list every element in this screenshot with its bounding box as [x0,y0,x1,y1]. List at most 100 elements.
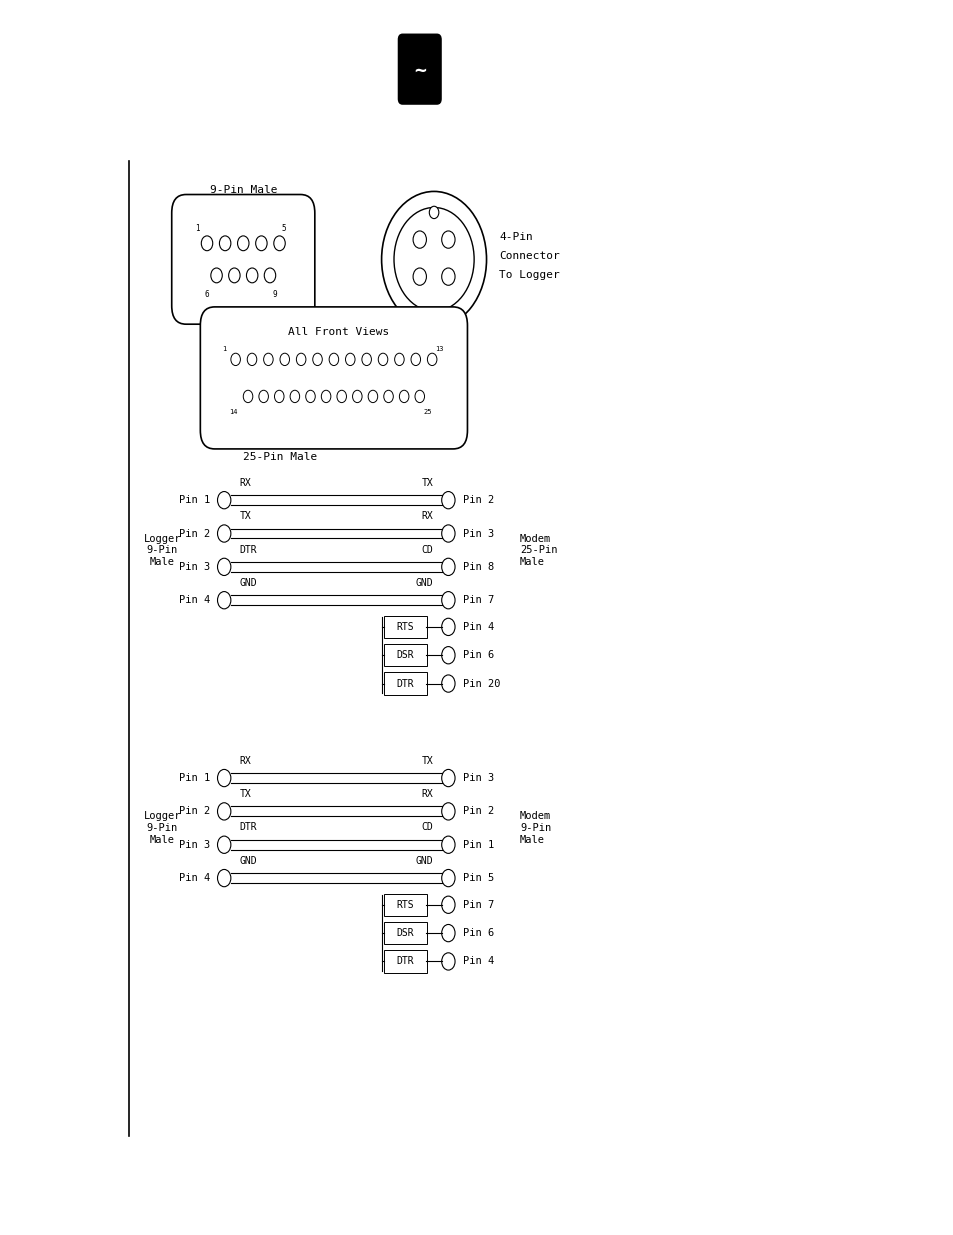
Circle shape [353,390,362,403]
Text: 1: 1 [195,225,199,233]
Text: Pin 3: Pin 3 [462,773,494,783]
Circle shape [263,353,273,366]
FancyBboxPatch shape [383,894,427,916]
Circle shape [441,769,455,787]
Text: RX: RX [239,756,251,766]
FancyBboxPatch shape [200,308,467,450]
Text: CD: CD [421,545,433,555]
Circle shape [399,390,409,403]
Text: Pin 5: Pin 5 [462,873,494,883]
Text: Pin 2: Pin 2 [178,529,210,538]
Text: Pin 7: Pin 7 [462,900,494,910]
Text: 1: 1 [222,346,226,352]
Text: DTR: DTR [396,956,414,967]
Text: TX: TX [421,756,433,766]
Text: Pin 7: Pin 7 [462,595,494,605]
Circle shape [280,353,289,366]
Text: 25: 25 [423,409,431,415]
FancyBboxPatch shape [172,195,314,325]
Circle shape [296,353,306,366]
Text: To Logger: To Logger [498,270,559,280]
Circle shape [258,390,268,403]
Text: DSR: DSR [396,929,414,939]
Text: Modem
25-Pin
Male: Modem 25-Pin Male [519,534,557,567]
Circle shape [383,390,393,403]
Circle shape [411,353,420,366]
Text: Pin 1: Pin 1 [178,495,210,505]
FancyBboxPatch shape [383,645,427,667]
Circle shape [394,207,474,311]
Circle shape [415,390,424,403]
Text: Pin 8: Pin 8 [462,562,494,572]
Circle shape [381,191,486,327]
Text: Pin 3: Pin 3 [178,840,210,850]
Circle shape [305,390,314,403]
Circle shape [217,803,231,820]
Text: CD: CD [421,823,433,832]
Text: RTS: RTS [396,900,414,910]
Text: 6: 6 [205,290,209,299]
Text: 9-Pin Male: 9-Pin Male [210,185,276,195]
Circle shape [247,353,256,366]
Circle shape [441,897,455,914]
Text: All Front Views: All Front Views [288,327,389,337]
Circle shape [255,236,267,251]
Text: Modem
9-Pin
Male: Modem 9-Pin Male [519,811,551,845]
Text: DTR: DTR [396,678,414,689]
Circle shape [329,353,338,366]
Circle shape [237,236,249,251]
Text: Pin 2: Pin 2 [462,806,494,816]
Circle shape [217,558,231,576]
Text: DTR: DTR [239,823,256,832]
Text: Logger
9-Pin
Male: Logger 9-Pin Male [143,811,181,845]
Text: ~: ~ [413,62,426,79]
Circle shape [429,206,438,219]
Text: RTS: RTS [396,622,414,632]
FancyBboxPatch shape [383,923,427,945]
Text: Pin 3: Pin 3 [462,529,494,538]
Text: Pin 2: Pin 2 [462,495,494,505]
Circle shape [395,353,404,366]
Circle shape [217,592,231,609]
Text: GND: GND [416,856,433,866]
FancyBboxPatch shape [383,672,427,694]
Circle shape [345,353,355,366]
Text: Pin 20: Pin 20 [462,678,499,689]
Text: Logger
9-Pin
Male: Logger 9-Pin Male [143,534,181,567]
Circle shape [441,647,455,664]
Circle shape [229,268,240,283]
Circle shape [264,268,275,283]
Text: DSR: DSR [396,651,414,661]
Circle shape [217,525,231,542]
Text: TX: TX [421,478,433,488]
Circle shape [321,390,331,403]
Circle shape [211,268,222,283]
Circle shape [217,769,231,787]
Circle shape [441,592,455,609]
Circle shape [441,231,455,248]
Circle shape [231,353,240,366]
Circle shape [441,674,455,692]
Text: Pin 4: Pin 4 [178,595,210,605]
Text: Pin 1: Pin 1 [462,840,494,850]
Text: Pin 4: Pin 4 [178,873,210,883]
Circle shape [201,236,213,251]
Circle shape [313,353,322,366]
Text: Pin 4: Pin 4 [462,622,494,632]
Circle shape [336,390,346,403]
Circle shape [441,525,455,542]
Text: RX: RX [421,789,433,799]
Circle shape [290,390,299,403]
Circle shape [413,268,426,285]
Circle shape [413,231,426,248]
Circle shape [441,803,455,820]
Circle shape [274,390,284,403]
Circle shape [243,390,253,403]
Circle shape [361,353,371,366]
Circle shape [441,268,455,285]
Circle shape [441,836,455,853]
Text: GND: GND [239,856,256,866]
Text: TX: TX [239,511,251,521]
Text: RX: RX [239,478,251,488]
Text: 4-Pin: 4-Pin [498,232,532,242]
